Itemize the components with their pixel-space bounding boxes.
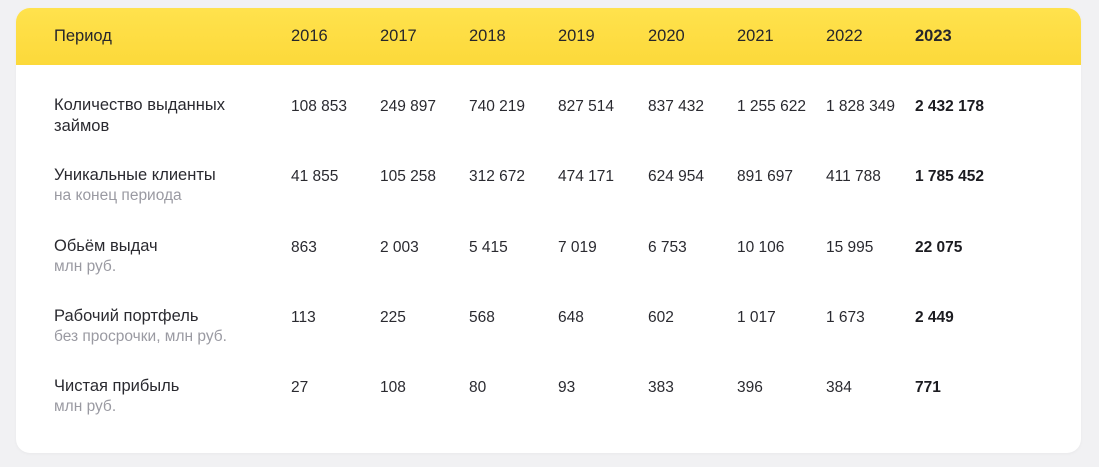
table-cell-highlight: 2 449 (915, 309, 954, 326)
table-cell-highlight: 771 (915, 379, 941, 396)
row-label: Рабочий портфель без просрочки, млн руб. (54, 306, 264, 347)
table-cell: 312 672 (469, 168, 526, 185)
header-year-2017: 2017 (380, 27, 417, 45)
table-cell: 602 (648, 309, 674, 326)
header-year-2016: 2016 (291, 27, 328, 45)
table-cell-highlight: 2 432 178 (915, 98, 984, 115)
table-row: Уникальные клиенты на конец периода 41 8… (16, 165, 1081, 235)
row-title: Количество выданных займов (54, 96, 225, 135)
header-year-2021: 2021 (737, 27, 774, 45)
row-title: Уникальные клиенты (54, 166, 216, 184)
table-cell: 474 171 (558, 168, 615, 185)
row-subtitle: млн руб. (54, 258, 117, 275)
table-cell: 1 255 622 (737, 98, 806, 115)
row-label: Обьём выдач млн руб. (54, 236, 264, 277)
header-year-2022: 2022 (826, 27, 863, 45)
table-cell: 249 897 (380, 98, 437, 115)
table-cell: 41 855 (291, 168, 339, 185)
table-header: Период 2016 2017 2018 2019 2020 2021 202… (16, 8, 1081, 65)
table-cell: 827 514 (558, 98, 615, 115)
table-cell: 93 (558, 379, 576, 396)
table-cell: 383 (648, 379, 674, 396)
row-subtitle: на конец периода (54, 187, 182, 204)
table-row: Чистая прибыль млн руб. 27 108 80 93 383… (16, 376, 1081, 446)
table-cell: 648 (558, 309, 584, 326)
table-cell: 891 697 (737, 168, 794, 185)
table-cell: 10 106 (737, 239, 785, 256)
table-cell-highlight: 22 075 (915, 239, 963, 256)
table-cell: 568 (469, 309, 495, 326)
row-label: Количество выданных займов (54, 95, 264, 137)
table-cell: 1 673 (826, 309, 865, 326)
row-title: Обьём выдач (54, 237, 158, 255)
table-cell: 105 258 (380, 168, 437, 185)
table-row: Обьём выдач млн руб. 863 2 003 5 415 7 0… (16, 236, 1081, 306)
table-cell: 740 219 (469, 98, 526, 115)
table-cell: 113 (291, 309, 316, 326)
row-label: Чистая прибыль млн руб. (54, 376, 264, 417)
table-cell: 411 788 (826, 168, 881, 185)
table-cell: 384 (826, 379, 852, 396)
header-year-2020: 2020 (648, 27, 685, 45)
table-cell: 1 017 (737, 309, 776, 326)
header-year-2019: 2019 (558, 27, 595, 45)
table-cell: 5 415 (469, 239, 508, 256)
table-cell: 108 853 (291, 98, 348, 115)
stats-table: Период 2016 2017 2018 2019 2020 2021 202… (16, 8, 1081, 453)
table-cell: 1 828 349 (826, 98, 895, 115)
table-cell: 624 954 (648, 168, 705, 185)
table-cell: 863 (291, 239, 317, 256)
header-year-2018: 2018 (469, 27, 506, 45)
header-year-2023: 2023 (915, 27, 952, 45)
table-cell: 837 432 (648, 98, 705, 115)
row-subtitle: млн руб. (54, 398, 117, 415)
table-cell: 15 995 (826, 239, 874, 256)
table-cell: 80 (469, 379, 487, 396)
table-cell: 108 (380, 379, 406, 396)
row-subtitle: без просрочки, млн руб. (54, 328, 227, 345)
table-row: Рабочий портфель без просрочки, млн руб.… (16, 306, 1081, 376)
table-cell: 2 003 (380, 239, 419, 256)
header-period-label: Период (54, 27, 112, 45)
table-row: Количество выданных займов 108 853 249 8… (16, 95, 1081, 165)
row-title: Рабочий портфель (54, 307, 199, 325)
table-cell-highlight: 1 785 452 (915, 168, 984, 185)
table-cell: 27 (291, 379, 309, 396)
row-label: Уникальные клиенты на конец периода (54, 165, 264, 206)
table-cell: 225 (380, 309, 406, 326)
table-cell: 396 (737, 379, 763, 396)
table-cell: 6 753 (648, 239, 687, 256)
row-title: Чистая прибыль (54, 377, 180, 395)
table-cell: 7 019 (558, 239, 597, 256)
